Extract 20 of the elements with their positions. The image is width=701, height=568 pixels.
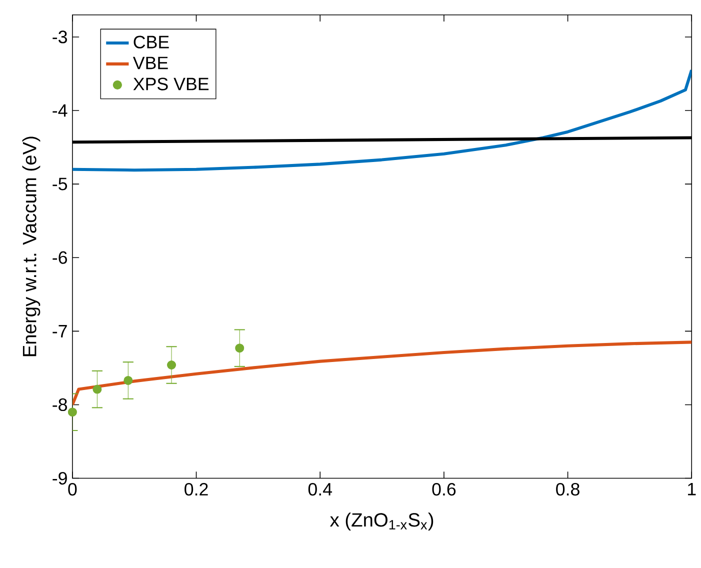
- y-tick-label: -3: [52, 30, 67, 44]
- y-tick-label: -9: [52, 472, 67, 485]
- x-tick-label: 0.4: [308, 483, 332, 496]
- x-tick-label: 0.6: [432, 483, 456, 496]
- y-tick-label: -6: [52, 251, 67, 264]
- x-axis-title: x (ZnO$_{1-x}$S$_{x}$): [330, 512, 434, 531]
- y-tick-label: -5: [52, 178, 68, 190]
- x-tick-label: 0: [68, 483, 77, 496]
- line-series: [72, 68, 692, 172]
- y-tick-label: -7: [52, 325, 67, 338]
- y-tick-label: -4: [52, 104, 68, 117]
- x-tick-label: 0.2: [184, 483, 208, 496]
- legend-label: XPS VBE: [133, 78, 209, 91]
- legend-label: CBE: [134, 36, 169, 49]
- legend-label: VBE: [132, 57, 168, 70]
- line-series: [72, 340, 692, 406]
- y-axis-title: Energy w.r.t. Vaccum (eV): [22, 136, 40, 356]
- x-tick-label: 1: [688, 483, 696, 496]
- x-tick-label: 0.8: [556, 483, 580, 496]
- y-tick-label: -8: [52, 398, 67, 412]
